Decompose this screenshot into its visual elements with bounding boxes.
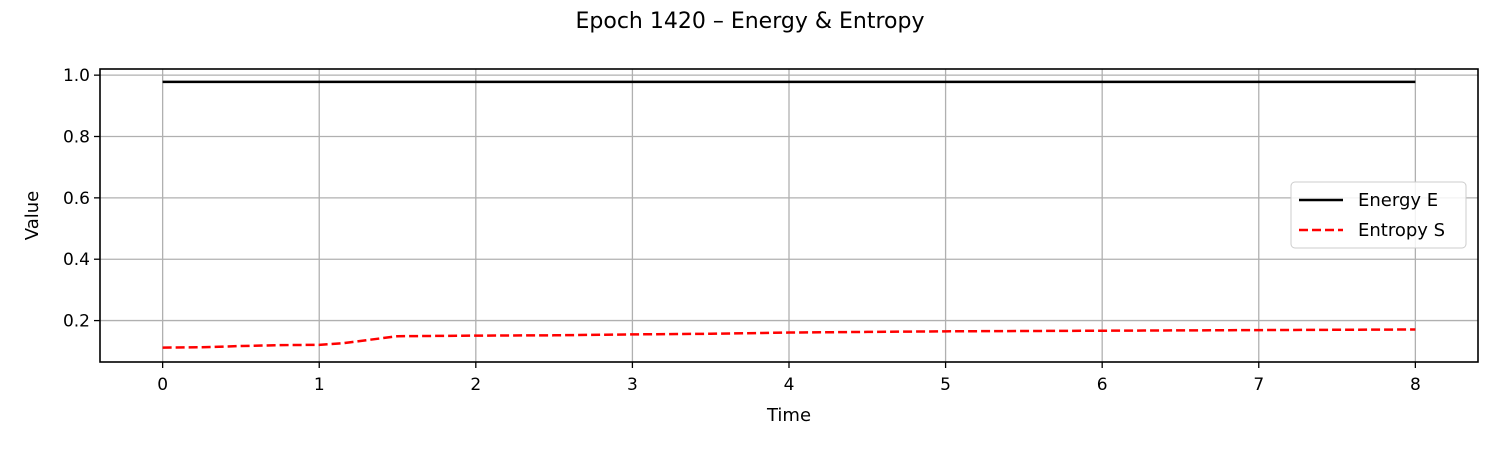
x-tick-label: 0: [157, 375, 168, 395]
y-tick-label: 1.0: [63, 66, 90, 86]
y-tick-label: 0.8: [63, 127, 90, 147]
x-tick-label: 1: [314, 375, 325, 395]
x-tick-label: 3: [627, 375, 638, 395]
y-tick-label: 0.4: [63, 250, 90, 270]
x-tick-label: 7: [1253, 375, 1264, 395]
tick-layer: 0 1 2 3 4 5 6 7 8 0.2 0.4 0.6 0.8 1.0: [63, 66, 1421, 395]
chart-title: Epoch 1420 – Energy & Entropy: [576, 9, 925, 34]
legend-label-energy: Energy E: [1358, 190, 1438, 211]
legend-box: [1290, 181, 1467, 249]
x-tick-label: 2: [470, 375, 481, 395]
legend-label-entropy: Entropy S: [1358, 220, 1445, 241]
grid-layer: [100, 69, 1478, 362]
x-tick-label: 4: [784, 375, 795, 395]
x-axis-label: Time: [766, 405, 811, 426]
legend: Energy E Entropy S: [1290, 181, 1467, 249]
y-tick-label: 0.2: [63, 312, 90, 332]
x-tick-label: 6: [1097, 375, 1108, 395]
y-axis-label: Value: [22, 191, 43, 240]
series-line-entropy-s: [162, 328, 1416, 349]
x-tick-label: 8: [1410, 375, 1421, 395]
series-layer: [162, 80, 1416, 349]
x-tick-label: 5: [940, 375, 951, 395]
y-tick-label: 0.6: [63, 189, 90, 209]
